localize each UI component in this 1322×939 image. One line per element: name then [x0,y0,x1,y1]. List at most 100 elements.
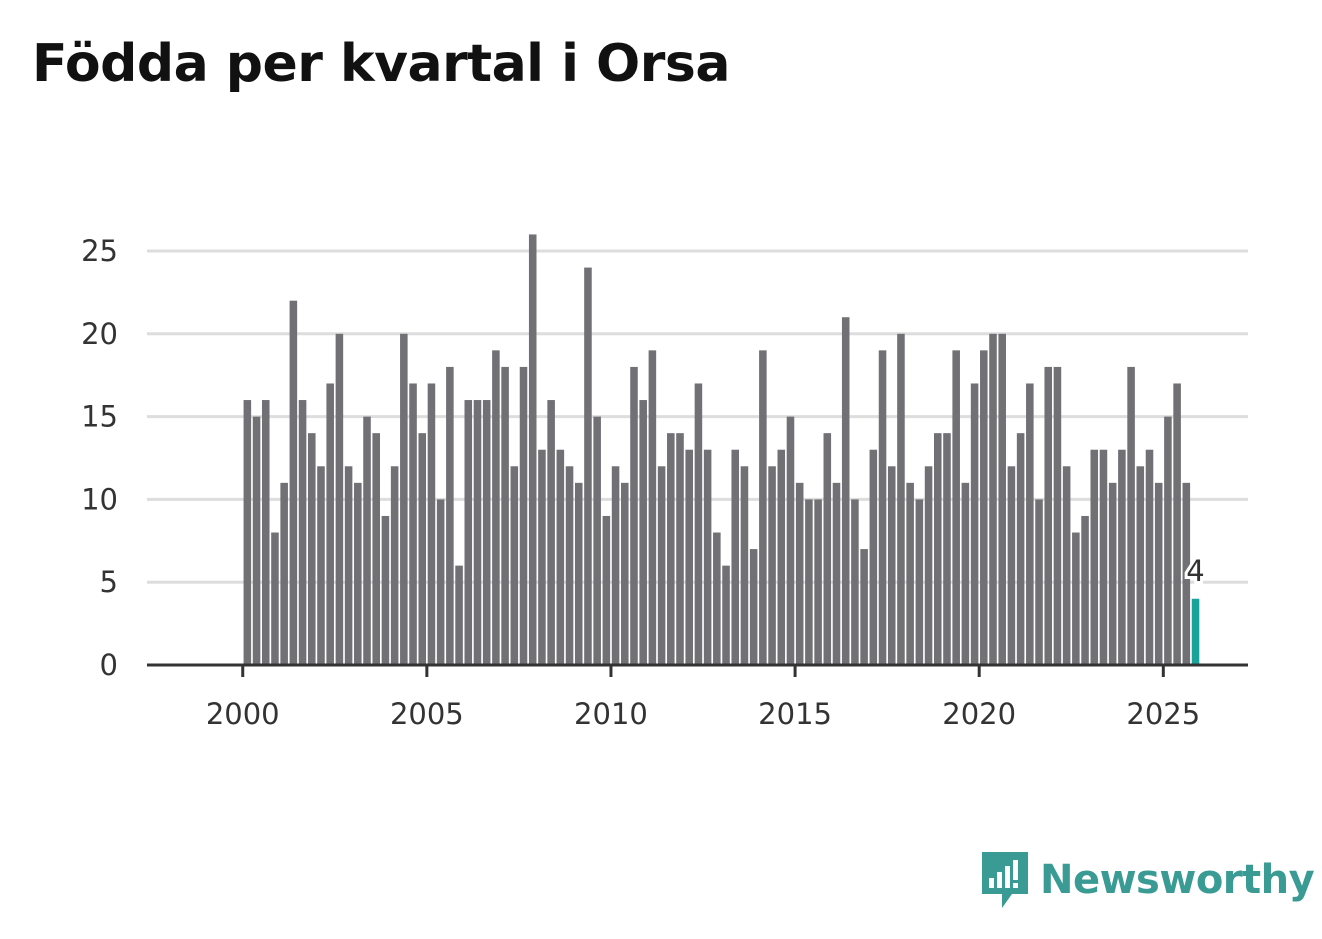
bar [400,333,408,665]
bar [1026,383,1034,665]
bar [501,366,509,665]
bar [1136,466,1145,665]
bar [1035,499,1043,665]
bar [464,400,473,665]
bar [887,466,896,665]
bar [998,333,1006,665]
bar [1044,366,1053,665]
bar [547,400,555,665]
bar [1053,366,1062,665]
brand-name: Newsworthy [1040,857,1315,903]
bar [492,350,500,665]
bar [1191,598,1200,665]
bar [1182,482,1191,665]
x-tick-label: 2020 [942,697,1016,731]
bar [261,400,270,665]
bar [1007,466,1016,665]
bar [814,499,822,665]
bar [667,433,675,665]
bar [915,499,924,665]
bar [280,482,288,665]
bar [621,482,629,665]
bar [685,449,693,665]
bar [1099,449,1108,665]
bar [611,466,620,665]
bar [713,532,721,665]
bar [473,400,482,665]
bar [602,515,611,665]
bar [1164,416,1172,665]
bar [409,383,417,665]
bar [326,383,334,665]
bar [980,350,988,665]
y-tick-label: 10 [81,482,118,516]
y-tick-label: 5 [100,565,118,599]
bar [436,499,445,665]
bar [271,532,279,665]
bar [924,466,933,665]
bar [851,499,859,665]
bar [648,350,657,665]
bar [593,416,601,665]
bar [243,400,252,665]
bar [694,383,703,665]
bar [878,350,887,665]
bar [363,416,371,665]
y-tick-label: 15 [81,400,118,434]
bar [823,433,832,665]
bar [565,466,574,665]
bar [1062,466,1071,665]
bar [639,400,647,665]
chart-title: Födda per kvartal i Orsa [32,34,730,94]
bar [538,449,546,665]
bar [372,433,380,665]
bar [252,416,261,665]
bar [298,400,307,665]
bar [630,366,638,665]
bar [335,333,344,665]
bar [759,350,767,665]
bar [1118,449,1126,665]
bar [805,499,813,665]
bar [952,350,960,665]
bar [455,565,463,665]
bar [510,466,519,665]
bar [1145,449,1154,665]
bar [676,433,684,665]
bar [943,433,951,665]
newsworthy-logo: Newsworthy [980,850,1315,910]
bar [795,482,804,665]
bar [897,333,905,665]
bar [989,333,997,665]
x-tick-label: 2025 [1126,697,1200,731]
bar [841,317,850,665]
bar [832,482,841,665]
bar [446,366,454,665]
bar [933,433,942,665]
bar [289,300,298,665]
bar [703,449,712,665]
bar [1127,366,1135,665]
bar [961,482,970,665]
x-tick-label: 2015 [758,697,832,731]
bar [906,482,914,665]
bar [970,383,979,665]
bar [777,449,786,665]
bar [657,466,666,665]
bar [584,267,592,665]
bar [768,466,776,665]
newsworthy-logo-icon [982,852,1028,908]
bar [556,449,565,665]
bar [1173,383,1181,665]
bar [722,565,730,665]
bar [344,466,353,665]
bar [786,416,795,665]
y-tick-label: 20 [81,317,118,351]
bar [869,449,878,665]
x-tick-label: 2005 [390,697,464,731]
bar [390,466,399,665]
bar [1090,449,1099,665]
bar [381,515,390,665]
bar [317,466,325,665]
